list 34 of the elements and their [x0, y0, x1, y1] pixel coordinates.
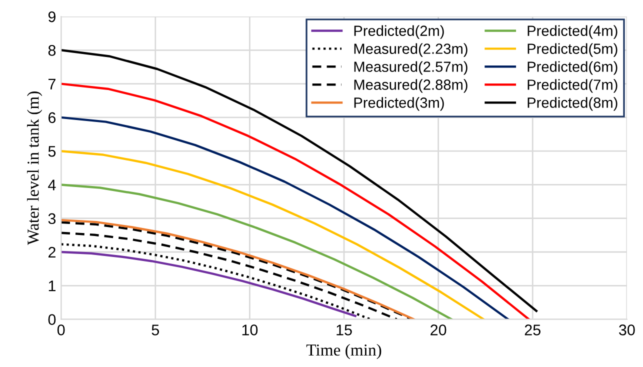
y-tick-label: 3	[48, 213, 56, 224]
line-series	[61, 250, 356, 318]
y-tick-label: 5	[48, 146, 56, 157]
x-tick-label: 10	[242, 324, 258, 336]
y-tick-label: 2	[48, 246, 56, 258]
x-tick-label: 5	[152, 324, 159, 336]
legend-label: Predicted(4m)	[528, 25, 618, 39]
y-tick-label: 7	[48, 78, 56, 90]
line-series	[61, 150, 485, 320]
x-tick-label: 0	[57, 324, 65, 336]
y-tick-label: 8	[48, 45, 56, 56]
y-tick-label: 1	[48, 280, 56, 292]
legend-label: Predicted(7m)	[528, 79, 618, 93]
x-tick-label: 30	[619, 324, 635, 336]
legend-label: Predicted(3m)	[354, 97, 444, 111]
legend-label: Measured(2.88m)	[354, 79, 468, 93]
x-tick-label: 25	[524, 324, 540, 336]
x-tick-label: 15	[336, 324, 352, 336]
legend-label: Predicted(2m)	[354, 25, 444, 39]
y-axis-title: Water level in tank (m)	[27, 92, 42, 245]
y-tick-label: 6	[48, 112, 56, 124]
legend-label: Predicted(8m)	[528, 97, 618, 111]
y-tick-label: 0	[48, 314, 56, 325]
legend-label: Predicted(5m)	[528, 43, 618, 57]
y-tick-label: 4	[48, 180, 56, 190]
y-tick-label: 9	[48, 11, 56, 22]
legend-label: Predicted(6m)	[528, 61, 618, 75]
line-series	[61, 116, 510, 320]
legend-label: Measured(2.23m)	[354, 43, 468, 57]
x-axis-title: Time (min)	[306, 344, 382, 360]
line-series	[61, 243, 372, 320]
legend-label: Measured(2.57m)	[354, 61, 468, 75]
line-series	[61, 184, 453, 320]
x-tick-label: 20	[430, 324, 446, 336]
